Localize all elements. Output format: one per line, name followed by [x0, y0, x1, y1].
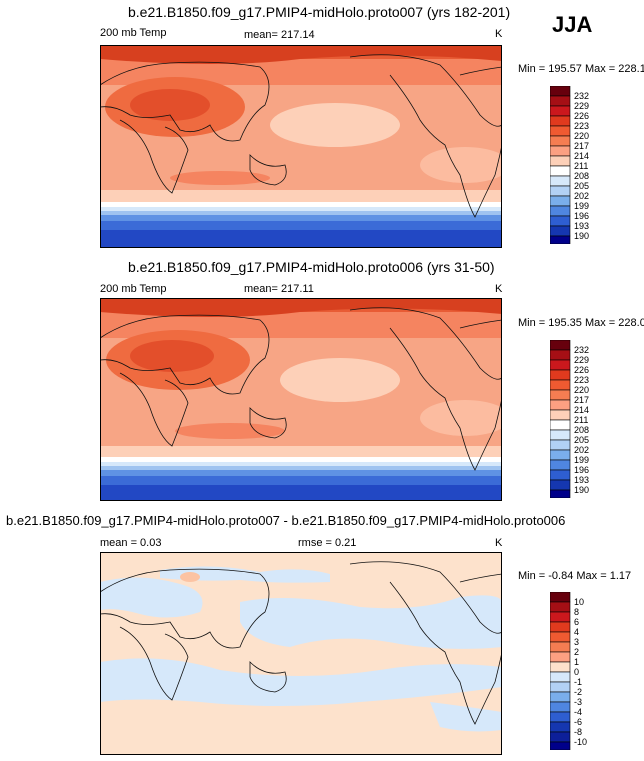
cb1-label: 226 [574, 111, 589, 121]
panel2-colorbar: 232 229 226 223 220 217 214 211 208 205 … [550, 340, 589, 498]
cb2-label: 214 [574, 405, 589, 415]
cb2-label: 217 [574, 395, 589, 405]
cb1-label: 190 [574, 231, 589, 241]
panel2-minmax: Min = 195.35 Max = 228.06 [518, 317, 644, 329]
panel3-map [100, 552, 502, 755]
cb3-label: -8 [574, 727, 582, 737]
cb2-label: 232 [574, 345, 589, 355]
cb2-label: 208 [574, 425, 589, 435]
panel1-variable: 200 mb Temp [100, 27, 167, 39]
cb3-label: -2 [574, 687, 582, 697]
cb3-label: -4 [574, 707, 582, 717]
cb3-label: 3 [574, 637, 579, 647]
panel3-rmse: rmse = 0.21 [298, 537, 357, 549]
cb2-label: 193 [574, 475, 589, 485]
cb1-label: 217 [574, 141, 589, 151]
cb1-label: 205 [574, 181, 589, 191]
cb2-label: 205 [574, 435, 589, 445]
cb3-label: 0 [574, 667, 579, 677]
cb1-label: 202 [574, 191, 589, 201]
cb1-label: 220 [574, 131, 589, 141]
cb1-label: 223 [574, 121, 589, 131]
cb1-label: 232 [574, 91, 589, 101]
cb2-label: 223 [574, 375, 589, 385]
cb3-label: -3 [574, 697, 582, 707]
cb1-label: 196 [574, 211, 589, 221]
panel3-colorbar: 10 8 6 4 3 2 1 0 -1 -2 -3 -4 -6 -8 -10 [550, 592, 587, 750]
panel1-map [100, 45, 502, 248]
cb3-label: 10 [574, 597, 584, 607]
panel3-units: K [495, 537, 503, 549]
panel2-variable: 200 mb Temp [100, 283, 167, 295]
cb1-label: 193 [574, 221, 589, 231]
cb2-label: 202 [574, 445, 589, 455]
cb2-label: 220 [574, 385, 589, 395]
cb2-label: 211 [574, 415, 588, 425]
cb1-label: 229 [574, 101, 589, 111]
cb2-label: 226 [574, 365, 589, 375]
panel1-units: K [495, 28, 503, 40]
cb2-label: 196 [574, 465, 589, 475]
cb1-label: 211 [574, 161, 588, 171]
cb1-label: 214 [574, 151, 589, 161]
cb3-label: -10 [574, 737, 587, 747]
cb3-label: 8 [574, 607, 579, 617]
panel2-mean: mean= 217.11 [244, 283, 314, 295]
cb1-label: 199 [574, 201, 589, 211]
cb1-label: 208 [574, 171, 589, 181]
cb3-label: -1 [574, 677, 582, 687]
cb3-label: 2 [574, 647, 579, 657]
panel3-minmax: Min = -0.84 Max = 1.17 [518, 570, 632, 582]
panel1-mean: mean= 217.14 [244, 29, 315, 41]
panel2-title: b.e21.B1850.f09_g17.PMIP4-midHolo.proto0… [128, 259, 495, 275]
panel1-colorbar: 232 229 226 223 220 217 214 211 208 205 … [550, 86, 589, 244]
panel3-title: b.e21.B1850.f09_g17.PMIP4-midHolo.proto0… [6, 513, 566, 528]
panel3-mean: mean = 0.03 [100, 537, 162, 549]
panel2-units: K [495, 283, 503, 295]
cb2-label: 229 [574, 355, 589, 365]
cb2-label: 190 [574, 485, 589, 495]
cb3-label: 1 [574, 657, 579, 667]
cb3-label: 6 [574, 617, 579, 627]
panel2-map [100, 298, 502, 501]
cb3-label: 4 [574, 627, 579, 637]
cb2-label: 199 [574, 455, 589, 465]
panel1-minmax: Min = 195.57 Max = 228.14 [518, 63, 644, 75]
season-label: JJA [552, 12, 593, 37]
panel1-title: b.e21.B1850.f09_g17.PMIP4-midHolo.proto0… [128, 4, 511, 20]
cb3-label: -6 [574, 717, 582, 727]
